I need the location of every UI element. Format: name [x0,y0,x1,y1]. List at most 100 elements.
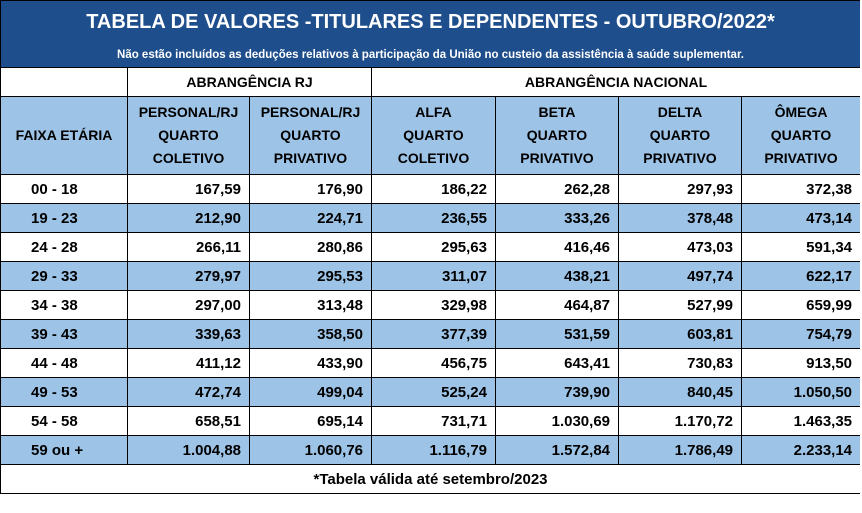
price-cell: 1.030,69 [495,406,619,436]
price-table: TABELA DE VALORES -TITULARES E DEPENDENT… [0,0,860,494]
header-line: QUARTO [158,127,219,143]
price-cell: 1.463,35 [740,406,860,436]
title: TABELA DE VALORES -TITULARES E DEPENDENT… [0,0,860,43]
price-cell: 438,21 [495,261,619,291]
data-row: 49 - 53 472,74 499,04 525,24 739,90 840,45 1.0… [0,377,860,407]
price-cell: 186,22 [371,174,496,204]
price-cell: 280,86 [249,232,372,262]
age-cell: 54 - 58 [0,406,128,436]
price-cell: 739,90 [495,377,619,407]
data-row: 59 ou +1.004,88 1.060,76 1.116,79 1.572,84 1… [0,435,860,465]
header-line: PERSONAL/RJ [138,104,239,120]
price-cell: 754,79 [740,319,860,349]
age-cell: 39 - 43 [0,319,128,349]
price-cell: 840,45 [618,377,742,407]
price-cell: 295,53 [249,261,372,291]
header-line: PRIVATIVO [764,150,838,166]
price-cell: 643,41 [495,348,619,378]
price-cell: 531,59 [495,319,619,349]
price-cell: 297,00 [127,290,250,320]
price-cell: 1.050,50 [740,377,860,407]
age-cell: 59 ou + [0,435,128,465]
group-header: ABRANGÊNCIA NACIONAL [370,67,860,97]
data-row: 39 - 43 339,63 358,50 377,39 531,59 603,81 754… [0,319,860,349]
price-cell: 377,39 [371,319,496,349]
age-cell: 00 - 18 [0,174,128,204]
price-cell: 658,51 [127,406,250,436]
price-cell: 329,98 [371,290,496,320]
header-line: QUARTO [649,127,711,143]
price-cell: 295,63 [371,232,496,262]
price-cell: 411,12 [127,348,250,378]
price-cell: 527,99 [618,290,742,320]
header-line: QUARTO [526,127,588,143]
price-cell: 497,74 [618,261,742,291]
data-row: 54 - 58 658,51 695,14 731,71 1.030,69 1.170,7… [0,406,860,436]
price-cell: 212,90 [127,203,250,233]
price-cell: 1.170,72 [618,406,742,436]
header-line: PRIVATIVO [643,150,717,166]
price-cell: 279,97 [127,261,250,291]
header-line: QUARTO [280,127,341,143]
age-cell: 49 - 53 [0,377,128,407]
header-line: DELTA [657,104,703,120]
data-row: 19 - 23 212,90 224,71 236,55 333,26 378,48 473… [0,203,860,233]
data-row: 34 - 38 297,00 313,48 329,98 464,87 527,99 659… [0,290,860,320]
age-cell: 29 - 33 [0,261,128,291]
price-cell: 313,48 [249,290,372,320]
price-cell: 358,50 [249,319,372,349]
price-cell: 433,90 [249,348,372,378]
price-cell: 622,17 [740,261,860,291]
header-line: COLETIVO [152,150,225,166]
header-line: COLETIVO [397,150,470,166]
footer-note: *Tabela válida até setembro/2023 [0,464,860,494]
price-cell: 473,14 [740,203,860,233]
header-line: QUARTO [770,127,832,143]
subtitle: Não estão incluídos as deduções relativo… [0,43,860,68]
price-cell: 372,38 [740,174,860,204]
header-line: ÔMEGA [774,104,828,120]
data-row: 00 - 18 167,59 176,90 186,22 262,28 297,93 372… [0,174,860,204]
data-row: 29 - 33 279,97 295,53 311,07 438,21 497,74 622… [0,261,860,291]
price-cell: 464,87 [495,290,619,320]
column-header: DELTA QUARTO PRIVATIVO [618,96,742,175]
header-row: FAIXA ETÁRIA PERSONAL/RJ QUARTO COLETIVO PER… [0,96,860,175]
price-cell: 1.116,79 [371,435,496,465]
price-cell: 266,11 [127,232,250,262]
price-cell: 473,03 [618,232,742,262]
age-cell: 19 - 23 [0,203,128,233]
price-cell: 262,28 [495,174,619,204]
data-row: 44 - 48 411,12 433,90 456,75 643,41 730,83 913… [0,348,860,378]
group-row: ABRANGÊNCIA RJ ABRANGÊNCIA NACIONAL [0,67,860,97]
age-cell: 44 - 48 [0,348,128,378]
age-cell: 24 - 28 [0,232,128,262]
price-cell: 695,14 [249,406,372,436]
column-header: ALFA QUARTO COLETIVO [371,96,496,175]
column-header: PERSONAL/RJ QUARTO COLETIVO [127,96,250,175]
price-cell: 224,71 [249,203,372,233]
column-header: ÔMEGA QUARTO PRIVATIVO [740,96,860,175]
price-cell: 311,07 [371,261,496,291]
price-cell: 333,26 [495,203,619,233]
price-cell: 2.233,14 [740,435,860,465]
price-cell: 176,90 [249,174,372,204]
footer-row: *Tabela válida até setembro/2023 [0,464,860,494]
empty-cell [0,67,128,97]
price-cell: 1.004,88 [127,435,250,465]
price-cell: 378,48 [618,203,742,233]
price-cell: 603,81 [618,319,742,349]
header-line: QUARTO [403,127,464,143]
price-cell: 913,50 [740,348,860,378]
price-cell: 339,63 [127,319,250,349]
price-cell: 1.572,84 [495,435,619,465]
data-row: 24 - 28 266,11 280,86 295,63 416,46 473,03 591… [0,232,860,262]
column-header: BETA QUARTO PRIVATIVO [495,96,619,175]
header-line: PRIVATIVO [520,150,594,166]
header-line: BETA [538,104,576,120]
price-cell: 472,74 [127,377,250,407]
price-cell: 236,55 [371,203,496,233]
group-header: ABRANGÊNCIA RJ [127,67,372,97]
price-cell: 297,93 [618,174,742,204]
price-cell: 167,59 [127,174,250,204]
